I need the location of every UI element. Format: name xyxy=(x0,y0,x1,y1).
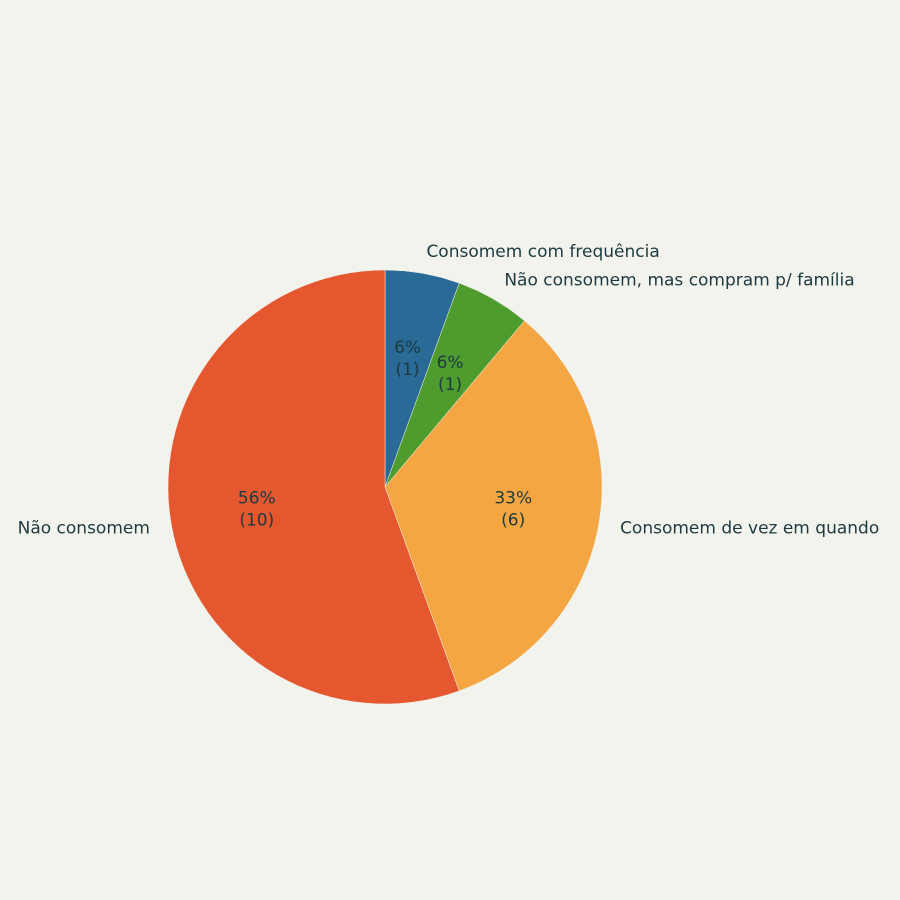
category-label: Consomem com frequência xyxy=(426,242,659,262)
pie-slice xyxy=(167,269,460,705)
slice-percent-label: 56% xyxy=(238,489,276,509)
pie-slice xyxy=(384,320,603,692)
slice-count-label: (6) xyxy=(501,511,525,531)
category-label: Não consomem, mas compram p/ família xyxy=(504,270,854,290)
slice-percent-label: 6% xyxy=(437,353,464,373)
slice-count-label: (10) xyxy=(239,511,274,531)
category-label: Consomem de vez em quando xyxy=(620,518,879,538)
slice-percent-label: 6% xyxy=(394,338,421,358)
slice-count-label: (1) xyxy=(438,375,462,395)
category-label: Não consomem xyxy=(18,518,150,538)
slice-percent-label: 33% xyxy=(494,489,532,509)
slice-count-label: (1) xyxy=(396,360,420,380)
